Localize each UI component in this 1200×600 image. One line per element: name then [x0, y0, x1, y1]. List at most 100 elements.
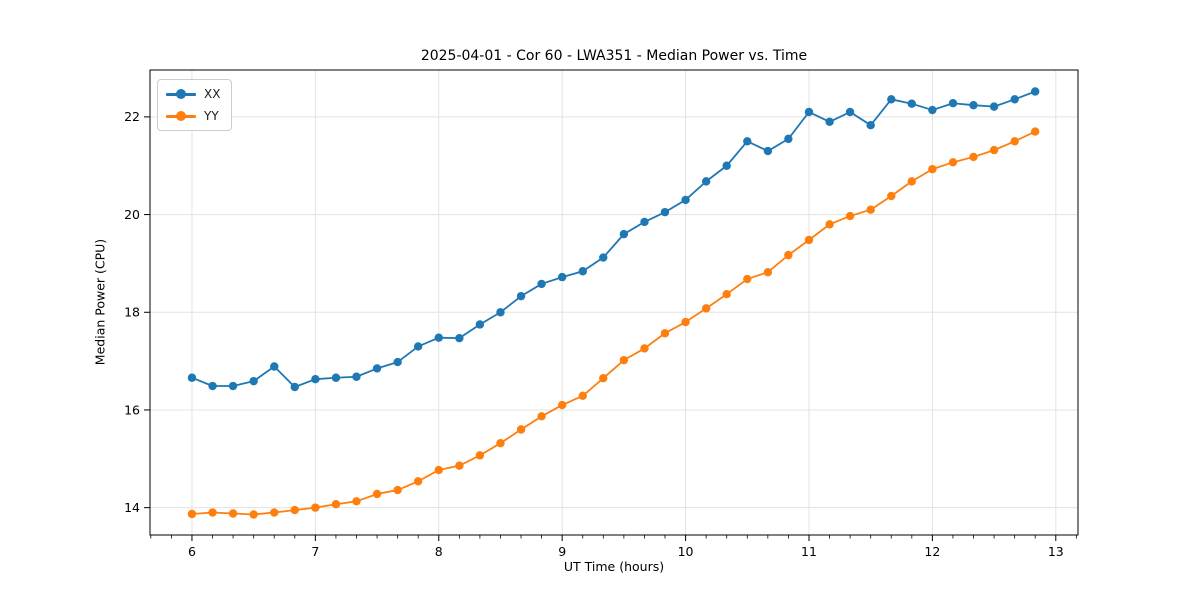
series-yy-point — [907, 177, 916, 186]
series-yy-point — [660, 329, 670, 338]
series-yy-point — [352, 497, 361, 506]
series-yy-point — [331, 500, 341, 509]
series-xx-point — [907, 99, 916, 108]
legend-marker-xx-icon — [166, 88, 196, 100]
chart-title: 2025-04-01 - Cor 60 - LWA351 - Median Po… — [420, 48, 808, 64]
series-xx-point — [845, 107, 855, 117]
y-tick-label: 18 — [124, 305, 140, 320]
series-xx-point — [228, 381, 238, 391]
legend: XX YY — [157, 79, 233, 131]
series-yy-point — [784, 250, 793, 260]
series-yy-point — [434, 465, 443, 475]
plot-frame — [149, 69, 1079, 536]
series-xx-point — [599, 253, 608, 262]
series-yy-point — [393, 485, 402, 495]
series-xx-point — [948, 99, 958, 108]
series-xx-point — [455, 333, 464, 343]
legend-label-xx: XX — [204, 87, 221, 101]
x-tick-label: 11 — [801, 544, 817, 559]
series-yy-point — [804, 235, 814, 245]
x-tick-label: 8 — [435, 544, 443, 559]
series-yy-point — [887, 191, 896, 201]
series-yy-point — [496, 438, 505, 448]
series-yy-point — [290, 505, 299, 515]
series-xx-point — [660, 207, 670, 217]
series-yy-point — [187, 509, 197, 519]
series-xx-point — [270, 362, 279, 371]
series-xx-point — [393, 357, 402, 367]
series-yy-point — [1010, 137, 1019, 146]
series-xx-point — [331, 373, 341, 382]
series-xx-point — [1030, 87, 1040, 96]
series-yy-point — [701, 304, 711, 313]
series-xx-point — [989, 102, 999, 111]
series-yy-point — [249, 510, 258, 519]
series-xx-point — [640, 217, 649, 227]
series-yy-point — [475, 451, 485, 460]
series-xx-point — [763, 146, 773, 156]
series-yy-point — [455, 461, 464, 470]
series-xx-point — [557, 272, 567, 282]
y-tick-label: 20 — [124, 207, 140, 222]
y-tick-label: 16 — [124, 402, 140, 417]
series-yy-point — [743, 274, 752, 284]
series-xx-point — [249, 376, 258, 386]
x-tick-label: 12 — [924, 544, 940, 559]
y-axis-label-text: Median Power (CPU) — [92, 238, 108, 366]
series-yy-point — [413, 477, 423, 486]
series-yy-point — [866, 205, 875, 214]
series-yy-point — [825, 220, 834, 229]
series-yy-line — [191, 130, 1036, 516]
series-xx-point — [372, 364, 382, 373]
x-tick-label: 9 — [558, 544, 566, 559]
series-yy-point — [969, 152, 978, 162]
series-yy-point — [722, 290, 731, 299]
y-tick-label: 22 — [124, 109, 140, 124]
series-xx-point — [1010, 95, 1019, 104]
series-xx-point — [475, 320, 485, 329]
series-yy-point — [578, 391, 587, 400]
series-yy-point — [228, 509, 238, 518]
series-yy-point — [1030, 127, 1040, 136]
series-xx-point — [311, 374, 320, 384]
series-xx-point — [804, 107, 814, 117]
series-xx-point — [701, 177, 711, 186]
series-yy-point — [372, 489, 382, 499]
series-yy-point — [599, 374, 608, 383]
legend-item-xx: XX — [166, 85, 220, 103]
series-yy-point — [989, 145, 999, 155]
x-tick-label: 6 — [188, 544, 196, 559]
series-yy-point — [311, 503, 320, 512]
series-xx-point — [516, 291, 526, 301]
series-xx-point — [187, 373, 197, 382]
series-xx-point — [537, 279, 546, 289]
series-xx-point — [969, 100, 978, 110]
series-xx-point — [578, 267, 587, 276]
legend-item-yy: YY — [166, 107, 220, 125]
series-xx-point — [290, 382, 299, 392]
series-xx-point — [887, 95, 896, 104]
x-tick-label: 13 — [1048, 544, 1064, 559]
series-yy-point — [845, 211, 855, 221]
series-xx-point — [825, 117, 834, 126]
series-yy-point — [681, 317, 690, 327]
series-yy-point — [516, 425, 526, 434]
series-xx-point — [784, 134, 793, 144]
series-yy-point — [537, 412, 546, 421]
series-yy-point — [928, 164, 937, 174]
y-tick-label: 14 — [124, 500, 140, 515]
series-xx-point — [208, 381, 217, 391]
series-yy-point — [270, 508, 279, 517]
series-xx-point — [352, 372, 361, 381]
series-yy-point — [948, 158, 958, 167]
series-xx-point — [722, 161, 731, 170]
legend-marker-yy-icon — [166, 110, 196, 122]
series-yy-point — [763, 268, 773, 277]
x-tick-label: 10 — [678, 544, 694, 559]
series-xx-point — [619, 229, 629, 239]
series-yy-point — [640, 344, 649, 353]
series-xx-point — [681, 195, 690, 205]
series-xx-point — [866, 120, 875, 130]
